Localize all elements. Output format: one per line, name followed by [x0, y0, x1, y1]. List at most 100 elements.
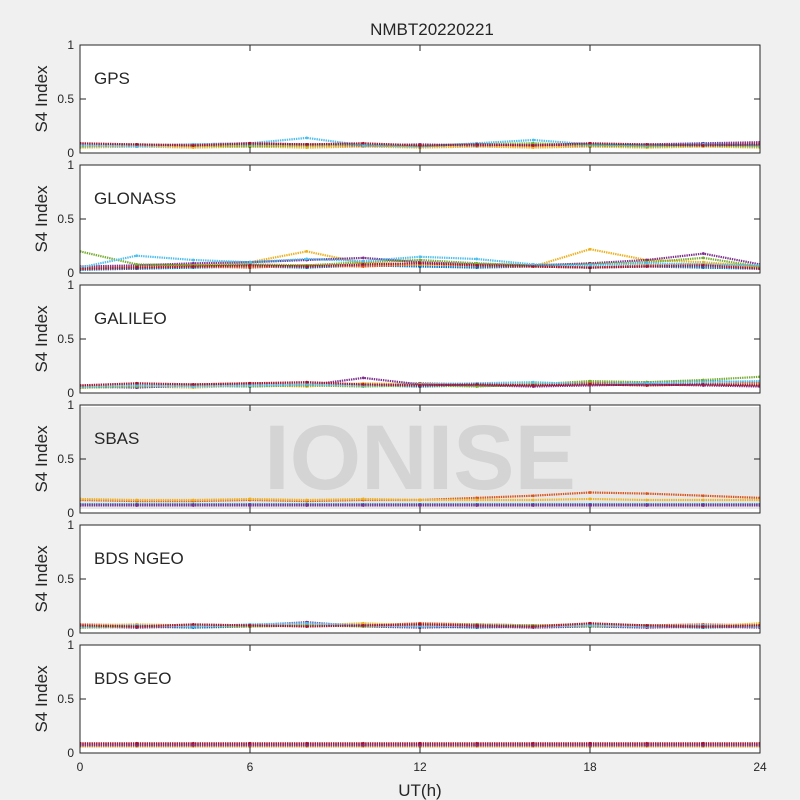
panel-title: SBAS — [94, 429, 139, 448]
watermark-band — [80, 407, 760, 509]
data-point — [305, 380, 309, 384]
y-axis-label: S4 Index — [32, 305, 51, 373]
data-point — [248, 744, 252, 747]
axes-background — [80, 645, 760, 753]
data-point — [248, 381, 252, 385]
axes-background — [80, 525, 760, 633]
data-point — [135, 142, 139, 146]
y-axis-label: S4 Index — [32, 545, 51, 613]
data-point — [701, 144, 705, 147]
y-tick-label: 0 — [67, 266, 74, 280]
data-point — [191, 622, 195, 626]
figure-title: NMBT20220221 — [370, 20, 494, 39]
data-point — [248, 504, 252, 507]
data-point — [701, 252, 705, 255]
panel-0: 0 0.5 1 S4 Index GPS — [32, 38, 761, 160]
data-point — [191, 385, 195, 388]
data-point — [588, 621, 592, 625]
data-point — [305, 744, 309, 747]
data-point — [135, 145, 139, 148]
data-point — [701, 741, 705, 745]
data-point — [588, 491, 592, 494]
data-point — [305, 498, 309, 502]
data-point — [361, 621, 365, 625]
y-tick-label: 1 — [67, 38, 74, 52]
y-axis-label: S4 Index — [32, 665, 51, 733]
data-point — [475, 261, 479, 265]
y-tick-label: 0.5 — [57, 572, 74, 586]
data-point — [248, 624, 252, 627]
series-group — [80, 741, 760, 748]
data-point — [135, 381, 139, 385]
data-point — [305, 621, 309, 625]
data-point — [701, 382, 705, 386]
data-point — [475, 496, 479, 500]
panel-3: IONISE 0 0.5 1 S4 Index SBAS — [32, 398, 761, 520]
data-point — [645, 504, 649, 507]
y-tick-label: 0.5 — [57, 92, 74, 106]
data-point — [305, 146, 309, 150]
data-point — [135, 254, 139, 258]
data-point — [361, 256, 365, 260]
y-tick-label: 0 — [67, 386, 74, 400]
series-group — [80, 491, 760, 507]
data-point — [475, 498, 479, 502]
data-point — [248, 260, 252, 264]
data-point — [588, 382, 592, 386]
data-point — [135, 625, 139, 628]
data-point — [701, 498, 705, 502]
y-axis-label: S4 Index — [32, 65, 51, 133]
panel-2: 0 0.5 1 S4 Index GALILEO — [32, 278, 761, 400]
data-point — [418, 504, 422, 507]
data-point — [475, 744, 479, 747]
watermark-text: IONISE — [264, 407, 576, 509]
data-point — [531, 504, 535, 507]
x-tick-label: 6 — [247, 760, 254, 774]
data-point — [418, 261, 422, 265]
data-point — [191, 504, 195, 507]
data-point — [361, 141, 365, 145]
data-point — [531, 498, 535, 502]
panel-5: 0 0.5 1 0 6 12 18 24 S4 Index BDS GEO — [32, 638, 767, 774]
data-point — [361, 382, 365, 386]
y-tick-label: 1 — [67, 398, 74, 412]
data-point — [305, 250, 309, 253]
data-point — [645, 624, 649, 627]
data-point — [701, 266, 705, 269]
data-point — [475, 741, 479, 745]
data-point — [645, 492, 649, 495]
data-point — [135, 266, 139, 269]
data-point — [418, 255, 422, 259]
data-point — [361, 262, 365, 266]
data-point — [191, 258, 195, 262]
data-point — [248, 145, 252, 148]
data-point — [531, 741, 535, 745]
data-point — [531, 380, 535, 384]
x-tick-label: 0 — [77, 760, 84, 774]
data-point — [531, 265, 535, 268]
data-point — [645, 384, 649, 387]
data-point — [588, 379, 592, 383]
panels: 0 0.5 1 S4 Index GPS 0 0.5 1 S4 Index GLONASS 0 0.5… — [32, 38, 767, 774]
data-point — [588, 264, 592, 267]
data-point — [531, 744, 535, 747]
data-point — [191, 144, 195, 147]
series-group — [80, 375, 760, 389]
data-point — [305, 142, 309, 146]
x-tick-label: 24 — [753, 760, 767, 774]
data-point — [701, 256, 705, 260]
y-tick-label: 1 — [67, 638, 74, 652]
y-axis-label: S4 Index — [32, 185, 51, 253]
data-point — [191, 741, 195, 745]
data-point — [361, 624, 365, 627]
data-point — [191, 261, 195, 265]
data-point — [305, 382, 309, 386]
x-tick-label: 12 — [413, 760, 427, 774]
y-tick-label: 0 — [67, 506, 74, 520]
data-point — [475, 264, 479, 267]
data-point — [588, 741, 592, 745]
data-point — [645, 381, 649, 385]
data-point — [361, 259, 365, 263]
data-point — [191, 382, 195, 386]
y-tick-label: 0.5 — [57, 692, 74, 706]
